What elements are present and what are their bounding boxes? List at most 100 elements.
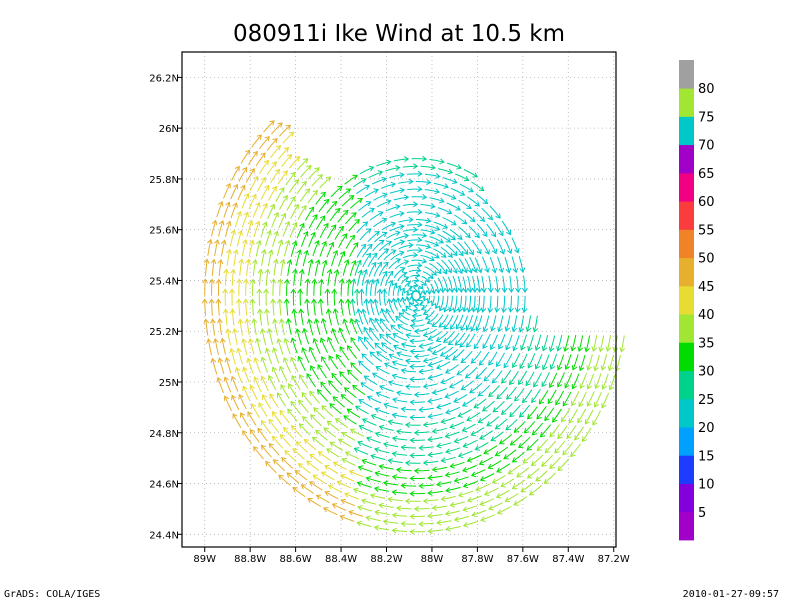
streamline-arrow	[442, 269, 448, 275]
streamline-arrow	[256, 134, 262, 140]
streamline-arrow	[429, 255, 435, 262]
streamline-arrow	[452, 355, 458, 361]
streamline-arrow	[458, 250, 464, 257]
streamline-arrow	[412, 226, 419, 233]
streamline-segment	[395, 315, 408, 326]
streamline-segment	[217, 279, 220, 296]
streamline-arrow	[422, 331, 429, 338]
streamline-arrow	[477, 267, 483, 274]
streamline-segment	[306, 279, 309, 296]
streamline-arrow	[462, 287, 469, 294]
color-scale-label: 80	[698, 82, 715, 97]
streamline-arrow	[511, 484, 518, 490]
streamline-arrow	[452, 178, 458, 184]
streamline-arrow	[342, 318, 348, 324]
streamline-arrow	[263, 159, 269, 166]
streamline-arrow	[404, 295, 411, 302]
streamline-arrow	[383, 248, 390, 254]
streamline-arrow	[431, 389, 438, 396]
streamline-arrow	[419, 293, 425, 300]
streamline-arrow	[203, 318, 210, 324]
streamline-arrow	[306, 165, 312, 171]
streamline-arrow	[232, 327, 238, 334]
streamline-arrow	[515, 472, 522, 478]
color-scale-swatch	[679, 370, 694, 400]
streamline-arrow	[400, 342, 407, 348]
streamline-arrow	[480, 516, 486, 522]
x-tick-label: 88.8W	[234, 554, 266, 565]
streamline-arrow	[416, 267, 422, 273]
streamline-segment	[259, 269, 262, 286]
streamline-arrow	[360, 382, 366, 388]
streamline-arrow	[500, 482, 506, 488]
streamline-arrow	[366, 436, 372, 442]
streamline-segment	[329, 208, 341, 222]
streamline-arrow	[439, 351, 446, 357]
streamline-segment	[341, 195, 355, 207]
streamline-arrow	[282, 357, 289, 363]
streamline-arrow	[395, 258, 402, 264]
streamline-arrow	[343, 259, 350, 265]
streamline-arrow	[462, 306, 468, 313]
streamline-arrow	[299, 374, 305, 380]
streamline-arrow	[469, 388, 475, 394]
streamline-arrow	[354, 219, 361, 225]
streamline-segment	[402, 165, 418, 168]
streamline-arrow	[483, 449, 489, 455]
streamline-arrow	[363, 326, 369, 333]
streamline-arrow	[223, 395, 230, 401]
streamline-arrow	[267, 249, 274, 255]
streamline-arrow	[207, 238, 213, 245]
streamline-arrow	[405, 358, 411, 365]
streamline-arrow	[542, 364, 548, 371]
streamline-arrow	[374, 431, 381, 438]
plot-frame	[181, 51, 617, 548]
streamline-arrow	[343, 415, 349, 421]
streamline-segment	[396, 469, 412, 472]
streamline-arrow	[338, 327, 344, 333]
streamline-arrow	[322, 507, 329, 513]
streamline-arrow	[237, 229, 243, 236]
streamline-arrow	[474, 445, 481, 451]
streamline-arrow	[338, 298, 345, 304]
streamline-segment	[268, 419, 279, 433]
streamline-arrow	[499, 249, 506, 255]
streamline-arrow	[329, 441, 335, 447]
streamline-arrow	[544, 447, 550, 454]
streamline-arrow	[365, 515, 371, 522]
streamline-arrow	[494, 424, 501, 430]
streamline-arrow	[383, 362, 390, 368]
streamline-arrow	[363, 375, 370, 381]
streamline-arrow	[418, 284, 424, 290]
streamline-arrow	[399, 172, 405, 178]
streamline-arrow	[404, 460, 411, 467]
streamline-arrow	[249, 239, 255, 245]
streamline-arrow	[238, 393, 244, 400]
streamline-arrow	[337, 438, 344, 444]
streamline-arrow	[427, 528, 433, 535]
streamline-arrow	[477, 391, 484, 397]
streamline-arrow	[527, 345, 533, 352]
streamline-arrow	[416, 262, 423, 268]
streamline-segment	[330, 185, 343, 198]
streamline-arrow	[369, 207, 375, 213]
streamline-segment	[356, 289, 359, 306]
color-scale-label: 60	[698, 195, 715, 210]
streamline-arrow	[284, 450, 290, 456]
streamline-arrow	[390, 221, 397, 228]
streamline-arrow	[471, 511, 477, 518]
streamline-arrow	[350, 336, 356, 343]
streamline-arrow	[475, 325, 481, 332]
streamline-arrow	[262, 202, 268, 209]
streamline-arrow	[436, 268, 442, 275]
streamline-segment	[463, 295, 467, 312]
streamline-segment	[369, 211, 384, 221]
streamline-arrow	[421, 155, 428, 162]
streamline-arrow	[501, 287, 508, 294]
streamline-arrow	[401, 271, 408, 277]
streamline-segment	[347, 279, 350, 296]
streamline-segment	[414, 469, 430, 472]
streamline-segment	[502, 295, 506, 313]
streamline-arrow	[301, 180, 307, 187]
streamline-arrow	[497, 326, 503, 333]
